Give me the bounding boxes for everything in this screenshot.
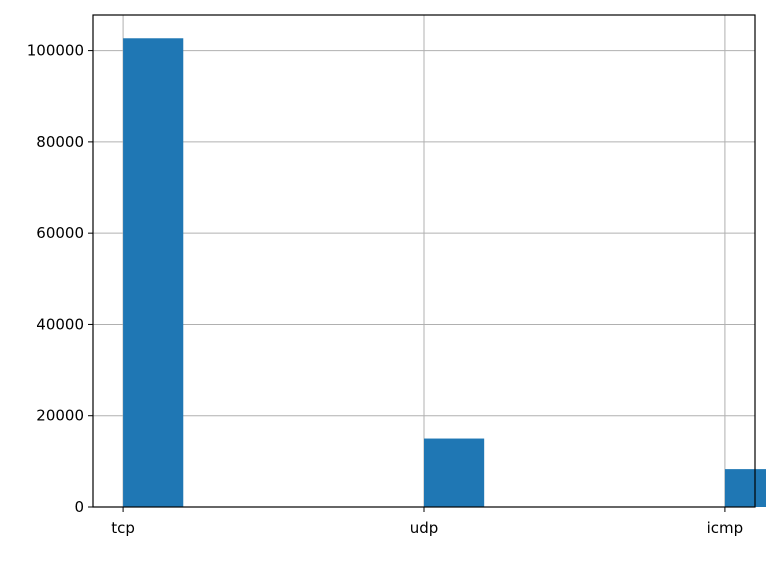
x-tick-label: udp (410, 519, 439, 537)
y-tick-label: 60000 (36, 224, 84, 242)
bar-udp (424, 438, 485, 507)
x-tick-label: tcp (111, 519, 135, 537)
y-tick-label: 0 (74, 498, 84, 516)
y-tick-label: 100000 (27, 42, 84, 60)
y-axis-ticks: 0 20000 40000 60000 80000 100000 (27, 42, 93, 516)
y-tick-label: 40000 (36, 315, 84, 333)
x-axis-ticks: tcp udp icmp (111, 507, 743, 537)
bars (123, 38, 766, 508)
x-tick-label: icmp (707, 519, 744, 537)
y-tick-label: 80000 (36, 133, 84, 151)
y-tick-label: 20000 (36, 407, 84, 425)
bar-tcp (123, 38, 184, 508)
bar-icmp (724, 469, 766, 507)
